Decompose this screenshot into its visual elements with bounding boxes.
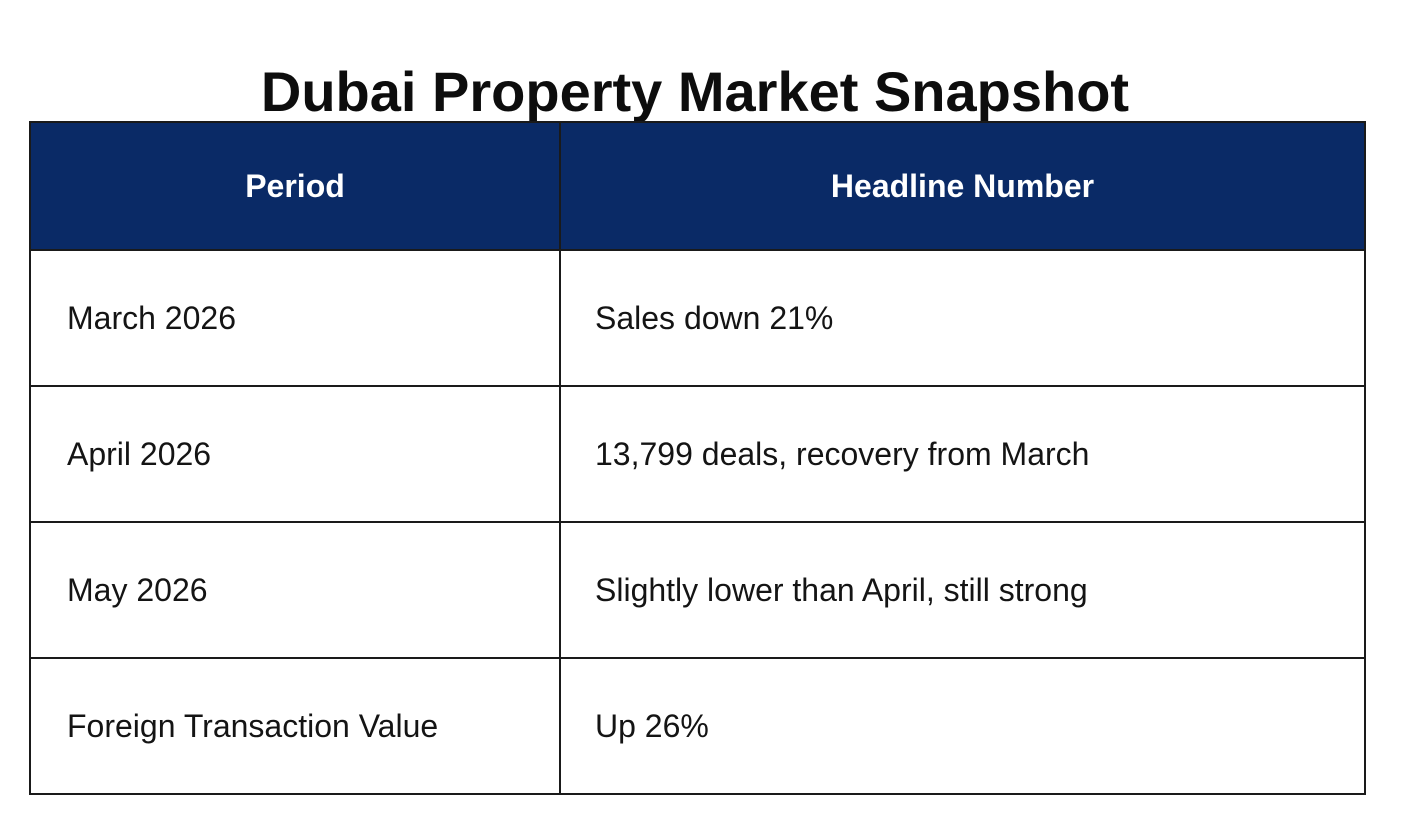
table-row: Foreign Transaction Value Up 26% [29,657,1366,795]
table-header: Period Headline Number [29,121,1366,251]
header-headline-number: Headline Number [559,121,1366,251]
period-cell: May 2026 [29,521,561,659]
period-cell: Foreign Transaction Value [29,657,561,795]
table-body: March 2026 Sales down 21% April 2026 13,… [29,249,1366,795]
period-cell: April 2026 [29,385,561,523]
market-snapshot-table: Period Headline Number March 2026 Sales … [29,121,1366,795]
headline-cell: Slightly lower than April, still strong [559,521,1366,659]
header-period: Period [29,121,561,251]
table-row: May 2026 Slightly lower than April, stil… [29,521,1366,659]
headline-cell: Up 26% [559,657,1366,795]
period-cell: March 2026 [29,249,561,387]
table-row: March 2026 Sales down 21% [29,249,1366,387]
header-row: Period Headline Number [29,121,1366,251]
table-row: April 2026 13,799 deals, recovery from M… [29,385,1366,523]
page-title: Dubai Property Market Snapshot [260,59,1130,123]
headline-cell: Sales down 21% [559,249,1366,387]
headline-cell: 13,799 deals, recovery from March [559,385,1366,523]
